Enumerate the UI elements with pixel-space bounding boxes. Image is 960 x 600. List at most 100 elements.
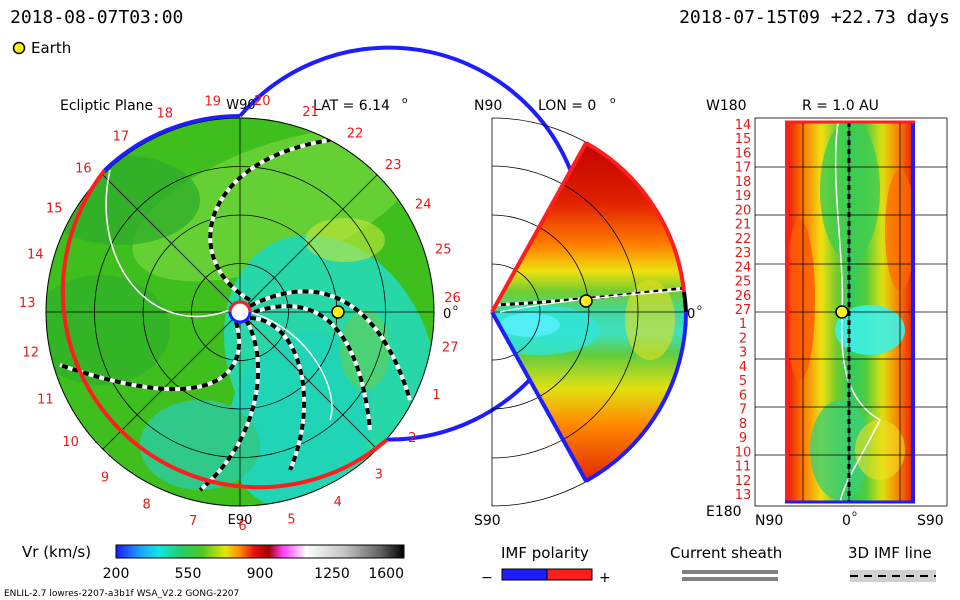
colorbar-ticks: 200 550 900 1250 1600 [103,566,404,582]
rim-label-13: 13 [19,296,36,311]
colorbar-label: Vr (km/s) [22,543,91,561]
rim-label-3: 3 [375,468,383,483]
ecliptic-top-label: W90 [226,98,255,113]
rim-label-15: 15 [46,202,63,217]
map-title: R = 1.0 AU [802,98,879,114]
rim-label-5: 5 [287,513,295,528]
map-y-label-21: 21 [735,218,752,233]
earth-marker-ecliptic [331,305,345,319]
imf-line-legend: 3D IMF line [848,544,936,582]
rim-label-21: 21 [302,105,319,120]
map-y-label-20: 20 [735,203,752,218]
map-y-label-8: 8 [739,417,747,432]
meridional-lon-degree: o [610,96,616,106]
rim-label-25: 25 [435,243,452,258]
imf-line-label: 3D IMF line [848,544,932,562]
map-y-label-3: 3 [739,346,747,361]
earth-legend-icon [12,41,26,55]
map-y-label-17: 17 [735,161,752,176]
ecliptic-plane-panel: Ecliptic Plane LAT = 6.14 o [19,45,587,534]
earth-marker-meridional [579,294,593,308]
rim-label-1: 1 [432,388,440,403]
model-info: ENLIL-2.7 lowres-2207-a3b1f WSA_V2.2 GON… [4,589,239,599]
colorbar-tick-200: 200 [103,566,130,582]
map-y-label-25: 25 [735,275,752,290]
meridional-right-degree: o [697,303,702,312]
map-y-label-27: 27 [735,303,752,318]
map-y-label-13: 13 [735,488,752,503]
map-y-label-26: 26 [735,289,752,304]
rim-label-10: 10 [62,435,79,450]
rim-label-18: 18 [157,107,174,122]
earth-marker-map [835,305,849,319]
earth-legend-label: Earth [31,39,71,57]
colorbar-tick-1600: 1600 [368,566,404,582]
ecliptic-rim-negative [238,45,587,442]
observation-time: 2018-08-07T03:00 [10,7,183,28]
colorbar-tick-550: 550 [175,566,202,582]
map-x-tick-n90: N90 [755,513,783,529]
rim-label-26: 26 [444,291,461,306]
map-y-label-9: 9 [739,431,747,446]
rim-label-23: 23 [385,158,402,173]
ecliptic-right-degree: o [453,303,458,312]
rim-label-8: 8 [142,497,150,512]
ecliptic-bottom-label: E90 [228,513,253,528]
meridional-top-label: N90 [474,98,502,114]
colorbar-tick-1250: 1250 [314,566,350,582]
imf-polarity-label: IMF polarity [501,544,589,562]
meridional-plane-panel: N90 LON = 0 o [474,96,702,529]
map-y-label-4: 4 [739,360,747,375]
rim-label-14: 14 [27,247,44,262]
map-y-label-6: 6 [739,388,747,403]
ecliptic-rim-positive [60,169,389,490]
imf-polarity-legend: IMF polarity − + [481,544,611,586]
map-y-label-14: 14 [735,118,752,133]
map-y-label-10: 10 [735,445,752,460]
colorbar: Vr (km/s) 200 550 900 1250 1600 [22,543,405,582]
rim-label-4: 4 [334,495,342,510]
map-y-label-2: 2 [739,332,747,347]
latitude-map-panel: W180 R = 1.0 AU [706,98,948,529]
map-y-label-5: 5 [739,374,747,389]
current-sheath-legend: Current sheath [670,544,782,581]
meridional-bottom-label: S90 [474,513,501,529]
map-y-label-7: 7 [739,403,747,418]
rim-label-11: 11 [37,393,54,408]
run-time-label: 2018-07-15T09 +22.73 days [679,7,950,28]
map-y-label-24: 24 [735,260,752,275]
map-y-label-18: 18 [735,175,752,190]
rim-label-16: 16 [75,162,92,177]
rim-label-17: 17 [113,129,130,144]
meridional-heatmap [492,143,685,481]
rim-label-19: 19 [205,95,222,110]
meridional-lon-label: LON = 0 [538,98,596,114]
map-y-label-12: 12 [735,474,752,489]
map-y-label-15: 15 [735,132,752,147]
map-x-tick-degree: o [852,509,857,518]
map-bottom-label: E180 [706,504,742,520]
colorbar-tick-900: 900 [247,566,274,582]
ecliptic-heatmap [46,118,434,506]
map-x-tick-s90: S90 [917,513,944,529]
map-x-tick-0: 0 [842,513,851,529]
rim-label-7: 7 [189,514,197,529]
rim-label-2: 2 [408,431,416,446]
rim-label-22: 22 [347,127,364,142]
map-y-tick-labels: 1415161718192021222324252627123456789101… [735,118,752,503]
map-y-label-19: 19 [735,189,752,204]
map-top-label: W180 [706,98,747,114]
ecliptic-right-label: 0 [443,307,451,322]
rim-label-6: 6 [238,519,246,534]
ecliptic-lat-degree: o [402,96,408,106]
rim-label-20: 20 [254,94,271,109]
map-y-label-16: 16 [735,147,752,162]
imf-plus-sign: + [599,570,611,586]
map-y-label-22: 22 [735,232,752,247]
ecliptic-title: Ecliptic Plane [60,98,153,114]
map-y-label-1: 1 [739,317,747,332]
rim-label-24: 24 [415,197,432,212]
ecliptic-lat-label: LAT = 6.14 [313,98,390,114]
map-y-label-23: 23 [735,246,752,261]
